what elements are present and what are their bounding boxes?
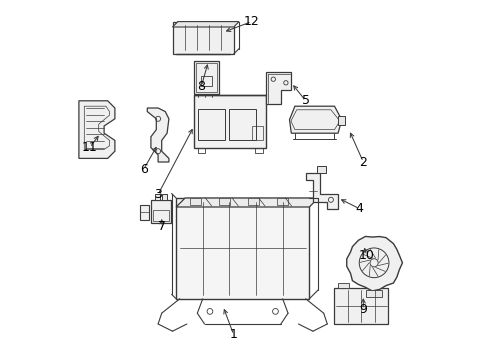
Bar — [334, 288, 387, 324]
Polygon shape — [79, 101, 115, 158]
Bar — [197, 148, 204, 153]
Bar — [201, 76, 212, 86]
Polygon shape — [346, 237, 402, 291]
Polygon shape — [176, 198, 318, 207]
Text: 3: 3 — [154, 188, 162, 201]
Text: 5: 5 — [301, 94, 309, 107]
Bar — [162, 194, 167, 200]
Bar — [194, 95, 265, 148]
Bar — [251, 126, 262, 140]
Text: 10: 10 — [358, 249, 374, 262]
Polygon shape — [305, 173, 337, 209]
Bar — [176, 198, 309, 299]
Text: 8: 8 — [197, 80, 205, 93]
Text: 4: 4 — [355, 202, 363, 215]
Bar — [194, 61, 219, 94]
Bar — [316, 166, 325, 173]
Bar — [196, 63, 217, 92]
Bar — [197, 109, 224, 140]
Bar — [172, 22, 233, 54]
Bar — [190, 198, 201, 205]
Bar — [255, 148, 262, 153]
Text: 7: 7 — [157, 220, 165, 233]
Text: 9: 9 — [359, 303, 366, 316]
Text: 11: 11 — [81, 141, 98, 154]
Bar — [154, 194, 160, 200]
Bar — [337, 116, 345, 125]
Bar — [140, 205, 149, 220]
Text: 6: 6 — [140, 163, 147, 176]
Bar — [228, 109, 256, 140]
Bar — [276, 198, 287, 205]
Polygon shape — [289, 106, 341, 133]
Bar — [152, 210, 168, 221]
Text: 2: 2 — [359, 156, 366, 168]
Text: 1: 1 — [229, 328, 237, 341]
Bar — [247, 198, 258, 205]
Bar — [219, 198, 230, 205]
Bar — [365, 290, 382, 297]
Polygon shape — [147, 108, 168, 162]
Bar — [151, 200, 170, 223]
Text: 12: 12 — [244, 15, 259, 28]
Bar — [337, 283, 348, 288]
Polygon shape — [172, 22, 239, 27]
Polygon shape — [265, 72, 291, 104]
